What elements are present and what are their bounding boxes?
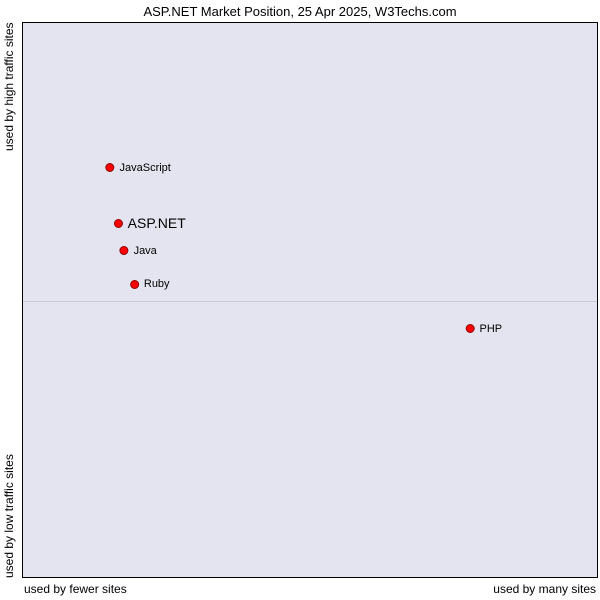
point-label: Ruby	[144, 278, 170, 290]
point-label: ASP.NET	[128, 215, 186, 231]
point-label: Java	[134, 245, 157, 257]
plot-area: JavaScript ASP.NET Java Ruby PHP	[22, 22, 598, 578]
market-position-chart: ASP.NET Market Position, 25 Apr 2025, W3…	[0, 0, 600, 600]
data-point: PHP	[465, 323, 502, 335]
point-marker	[106, 163, 115, 172]
x-axis-label-many: used by many sites	[493, 582, 596, 596]
point-marker	[130, 280, 139, 289]
data-point: Ruby	[130, 278, 170, 290]
data-point: ASP.NET	[114, 215, 186, 231]
point-label: PHP	[479, 323, 502, 335]
y-axis-label-low: used by low traffic sites	[2, 300, 16, 578]
midline	[23, 301, 597, 302]
data-point: Java	[120, 245, 157, 257]
point-label: JavaScript	[120, 162, 171, 174]
data-point: JavaScript	[106, 162, 171, 174]
point-marker	[465, 324, 474, 333]
x-axis-label-fewer: used by fewer sites	[24, 582, 127, 596]
chart-title: ASP.NET Market Position, 25 Apr 2025, W3…	[0, 4, 600, 19]
point-marker	[120, 246, 129, 255]
y-axis-label-high: used by high traffic sites	[2, 22, 16, 300]
point-marker	[114, 219, 123, 228]
